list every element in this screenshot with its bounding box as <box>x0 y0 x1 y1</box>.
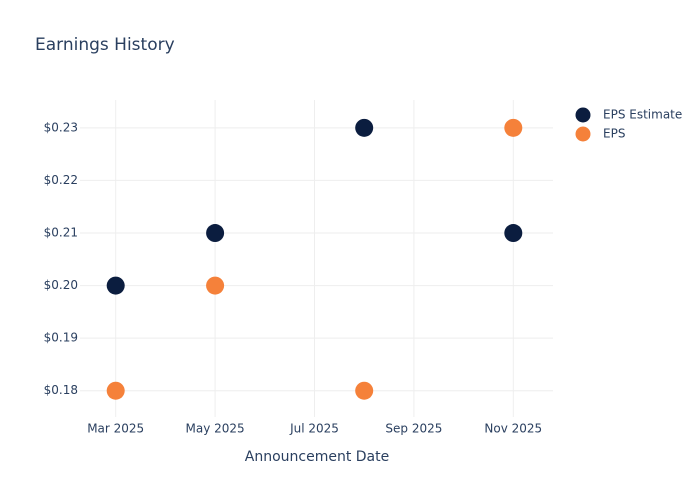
chart-title: Earnings History <box>35 35 175 55</box>
y-tick-label: $0.22 <box>44 173 78 187</box>
y-tick-label: $0.20 <box>44 278 78 292</box>
x-tick-label: May 2025 <box>186 422 245 436</box>
point <box>106 381 125 400</box>
point <box>206 276 225 295</box>
point <box>106 276 125 295</box>
point <box>355 118 374 137</box>
x-tick-label: Sep 2025 <box>385 422 442 436</box>
point <box>355 381 374 400</box>
legend-marker <box>575 107 591 123</box>
y-tick-label: $0.23 <box>44 120 78 134</box>
legend-label: EPS <box>603 127 625 141</box>
y-tick-label: $0.19 <box>44 331 78 345</box>
x-axis-title: Announcement Date <box>245 449 389 465</box>
y-tick-label: $0.18 <box>44 383 78 397</box>
point <box>504 118 523 137</box>
legend-label: EPS Estimate <box>603 108 682 122</box>
point <box>206 224 225 243</box>
legend-marker <box>575 126 591 142</box>
x-tick-label: Jul 2025 <box>289 422 339 436</box>
x-tick-label: Nov 2025 <box>484 422 542 436</box>
point <box>504 224 523 243</box>
x-tick-label: Mar 2025 <box>87 422 144 436</box>
y-tick-label: $0.21 <box>44 226 78 240</box>
